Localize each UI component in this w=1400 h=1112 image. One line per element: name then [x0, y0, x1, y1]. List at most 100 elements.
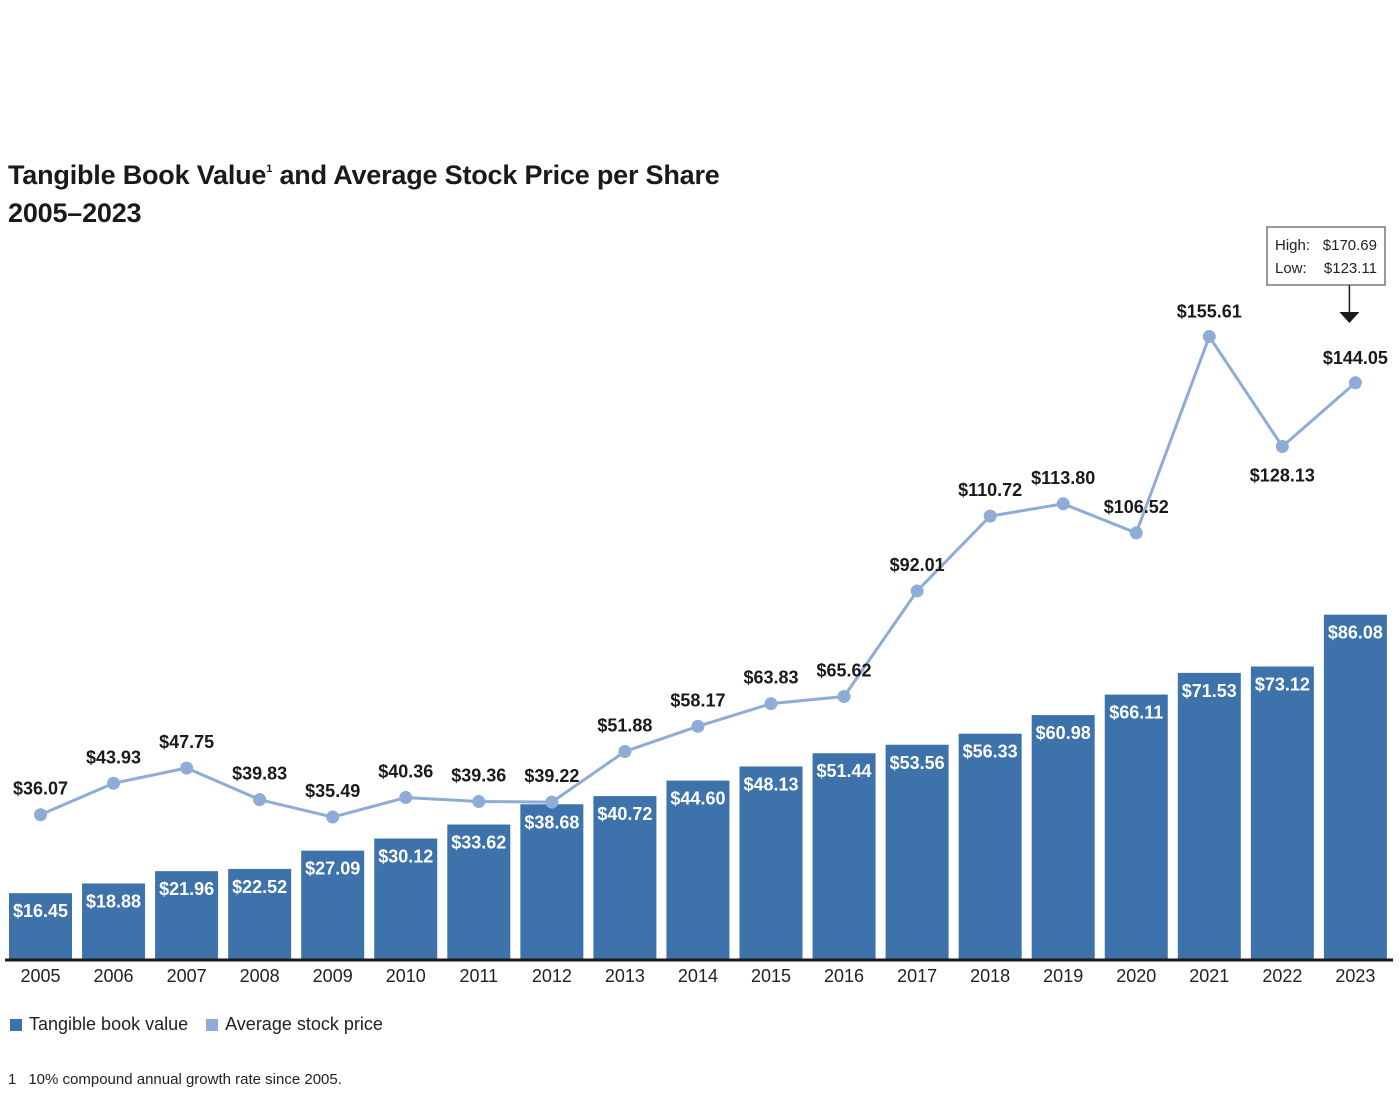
bar-2012 — [520, 804, 584, 959]
line-label-2017: $92.01 — [890, 555, 945, 575]
bar-label-2006: $18.88 — [86, 891, 141, 911]
bar-label-2011: $33.62 — [451, 833, 506, 853]
line-point-2014 — [691, 719, 705, 733]
bar-label-2020: $66.11 — [1109, 703, 1163, 723]
bar-2017 — [885, 744, 949, 959]
line-label-2020: $106.52 — [1104, 497, 1169, 517]
x-tick-2008: 2008 — [240, 966, 280, 986]
bar-label-2022: $73.12 — [1255, 675, 1310, 695]
line-label-2007: $47.75 — [159, 732, 214, 752]
high-value: $170.69 — [1323, 237, 1377, 254]
x-tick-2012: 2012 — [532, 966, 572, 986]
bar-2005 — [9, 893, 72, 959]
footnote-number: 1 — [8, 1071, 17, 1088]
bar-2018 — [958, 733, 1022, 959]
legend-item-tangible-book-value: Tangible book value — [10, 1014, 188, 1035]
x-tick-2020: 2020 — [1116, 966, 1156, 986]
bar-label-2014: $44.60 — [670, 789, 725, 809]
bar-2014 — [666, 780, 730, 959]
bar-label-2009: $27.09 — [305, 859, 360, 879]
line-label-2019: $113.80 — [1031, 468, 1095, 488]
x-tick-2022: 2022 — [1262, 966, 1302, 986]
line-label-2010: $40.36 — [378, 762, 433, 782]
x-tick-2018: 2018 — [970, 966, 1010, 986]
line-point-2016 — [837, 690, 851, 704]
x-tick-2009: 2009 — [313, 966, 353, 986]
bar-2013 — [593, 796, 657, 959]
line-label-2005: $36.07 — [13, 779, 68, 799]
x-tick-2023: 2023 — [1335, 966, 1375, 986]
bar-label-2005: $16.45 — [13, 901, 68, 921]
line-point-2023 — [1348, 376, 1362, 390]
x-tick-2011: 2011 — [459, 966, 498, 986]
x-tick-2010: 2010 — [386, 966, 426, 986]
x-tick-2013: 2013 — [605, 966, 645, 986]
chart-title: Tangible Book Value1 and Average Stock P… — [8, 150, 720, 232]
bar-2008 — [228, 868, 292, 959]
line-point-2021 — [1202, 330, 1216, 344]
legend-label-line: Average stock price — [225, 1014, 383, 1034]
bar-2019 — [1031, 715, 1095, 959]
bar-label-2017: $53.56 — [890, 753, 945, 773]
legend-swatch-bar — [10, 1018, 22, 1031]
line-point-2017 — [910, 584, 924, 598]
title-main: Tangible Book Value — [8, 160, 267, 190]
x-tick-2019: 2019 — [1043, 966, 1083, 986]
line-label-2006: $43.93 — [86, 747, 141, 767]
x-tick-2006: 2006 — [94, 966, 134, 986]
legend-label-bar: Tangible book value — [29, 1014, 189, 1034]
line-label-2013: $51.88 — [597, 715, 652, 735]
low-value: $123.11 — [1324, 260, 1377, 277]
bar-label-2023: $86.08 — [1328, 623, 1383, 643]
line-label-2015: $63.83 — [743, 668, 798, 688]
line-label-2018: $110.72 — [958, 480, 1022, 500]
bar-2009 — [301, 850, 365, 959]
x-tick-2015: 2015 — [751, 966, 791, 986]
line-label-2009: $35.49 — [305, 781, 360, 801]
line-point-2013 — [618, 744, 632, 758]
x-tick-2007: 2007 — [167, 966, 207, 986]
bar-label-2012: $38.68 — [524, 812, 579, 832]
high-low-box — [1266, 226, 1386, 286]
line-label-2016: $65.62 — [817, 661, 872, 681]
high-label: High: — [1275, 237, 1310, 254]
x-tick-2017: 2017 — [897, 966, 937, 986]
bar-label-2013: $40.72 — [597, 804, 652, 824]
line-point-2015 — [764, 697, 778, 711]
line-point-2011 — [472, 795, 486, 809]
line-point-2008 — [253, 793, 267, 807]
bar-label-2019: $60.98 — [1036, 723, 1091, 743]
bar-2022 — [1250, 666, 1314, 959]
title-footnote-marker: 1 — [266, 163, 273, 175]
line-point-2022 — [1275, 439, 1289, 453]
bar-2015 — [739, 766, 803, 959]
bar-label-2010: $30.12 — [378, 847, 433, 867]
bar-2016 — [812, 753, 876, 959]
bar-label-2015: $48.13 — [743, 774, 798, 794]
bar-2021 — [1177, 672, 1241, 959]
line-label-2023: $144.05 — [1323, 348, 1388, 368]
bar-label-2007: $21.96 — [159, 879, 214, 899]
line-point-2012 — [545, 795, 559, 809]
x-tick-2021: 2021 — [1189, 966, 1229, 986]
line-label-2011: $39.36 — [451, 766, 506, 786]
x-tick-2016: 2016 — [824, 966, 864, 986]
bar-2020 — [1104, 694, 1168, 959]
line-label-2022: $128.13 — [1250, 465, 1315, 485]
bar-2007 — [155, 871, 219, 959]
line-label-2012: $39.22 — [524, 766, 579, 786]
line-point-2018 — [983, 509, 997, 523]
line-point-2006 — [107, 776, 121, 790]
line-point-2020 — [1129, 526, 1143, 540]
line-label-2008: $39.83 — [232, 764, 287, 784]
title-rest: and Average Stock Price per Share — [272, 160, 720, 190]
bar-2010 — [374, 838, 438, 959]
footnote-text: 10% compound annual growth rate since 20… — [28, 1071, 342, 1088]
line-point-2010 — [399, 791, 413, 805]
legend-swatch-line — [206, 1018, 219, 1031]
bar-label-2016: $51.44 — [817, 761, 872, 781]
legend-item-average-stock-price: Average stock price — [206, 1014, 383, 1035]
line-point-2007 — [180, 761, 194, 775]
legend: Tangible book value Average stock price — [10, 1014, 401, 1035]
